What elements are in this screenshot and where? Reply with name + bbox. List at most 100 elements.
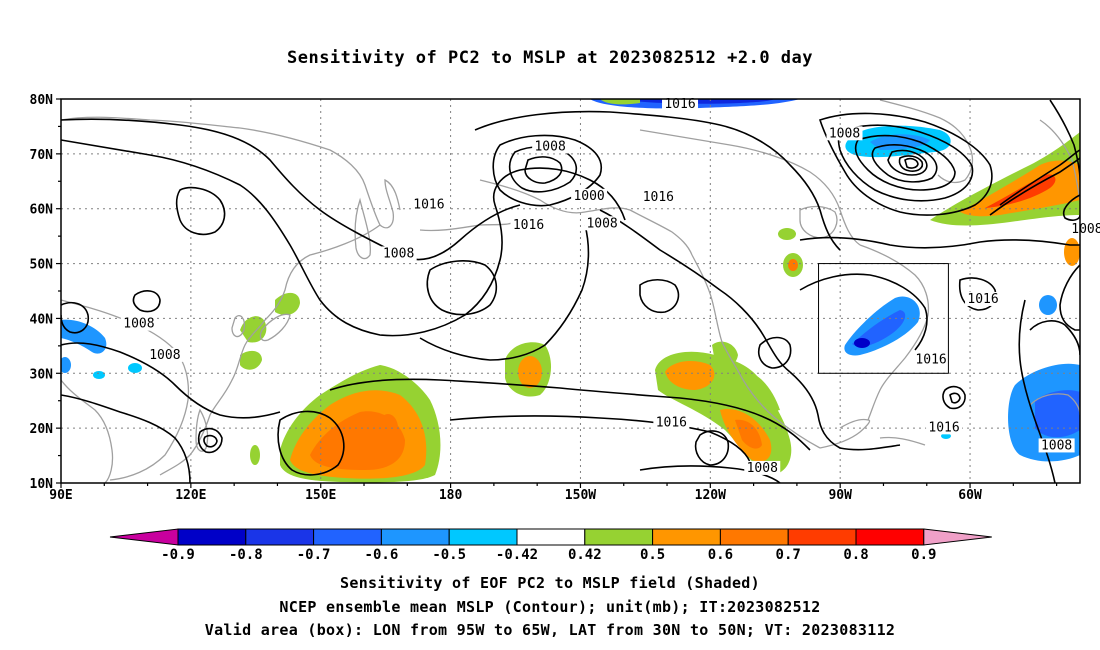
contour-line (789, 371, 901, 451)
contour-line (1018, 299, 1056, 483)
coast-greenland (879, 99, 974, 184)
coast-indochina (61, 379, 114, 483)
shade-pos-patch-c (1064, 238, 1080, 266)
lon-label: 150W (565, 488, 596, 503)
contour-label: 1008 (534, 139, 565, 154)
contour-line (799, 236, 1080, 249)
contour-line (639, 278, 680, 314)
lon-label: 120W (695, 488, 726, 503)
colorbar-segment (787, 528, 857, 546)
coast-nam-arctic (639, 129, 861, 246)
shade-neg-asia-c (128, 363, 142, 373)
contour-line (757, 336, 792, 369)
contour-line (61, 139, 626, 337)
contour-line (599, 209, 791, 373)
contour-line (942, 385, 966, 410)
colorbar-label: -0.5 (432, 547, 466, 563)
contour-line (837, 124, 974, 202)
contour-line (61, 301, 90, 334)
contour-line (426, 260, 498, 316)
lat-label: 70N (30, 148, 54, 163)
contour-label-bg (653, 415, 690, 430)
colorbar-label: -0.8 (229, 547, 263, 563)
contour-line (203, 434, 218, 448)
shade-pos-japan-c (240, 350, 262, 370)
coastlines (61, 99, 1080, 483)
contour-label-bg (965, 291, 1002, 306)
lat-label: 20N (30, 422, 54, 437)
contour-label: 1008 (383, 246, 414, 261)
contour-line (419, 224, 590, 361)
contour-label-bg (744, 460, 781, 475)
colorbar-triangle-low (109, 528, 179, 546)
lon-label: 180 (439, 488, 463, 503)
caption-shading: Sensitivity of EOF PC2 to MSLP field (Sh… (340, 574, 760, 592)
contour-line (871, 143, 938, 183)
colorbar-segment (652, 528, 721, 546)
colorbar-label: 0.5 (640, 547, 665, 563)
latitude-labels: 80N 70N 60N 50N 40N 30N 20N 10N (30, 93, 54, 492)
coast-africa (1029, 393, 1080, 416)
contour-label: 1008 (1071, 222, 1100, 237)
lon-label: 90E (49, 488, 72, 503)
colorbar-triangle-high (923, 528, 992, 546)
coast-alaska (479, 179, 693, 256)
colorbar-segment (584, 528, 654, 546)
figure-title: Sensitivity of PC2 to MSLP at 2023082512… (286, 48, 813, 68)
shade-pos-cpac-core (518, 356, 542, 388)
contour-label: 1000 (573, 189, 604, 204)
shade-pos-wpac-core (378, 414, 398, 442)
coast-cuba (879, 436, 926, 446)
contour-label: 1008 (1041, 438, 1072, 453)
mslp-contours (61, 99, 1080, 483)
contour-label-bg (584, 216, 621, 231)
colorbar-segment (313, 528, 382, 546)
contour-label: 1016 (967, 292, 998, 307)
coast-sea-asia (61, 299, 190, 481)
contour-line (949, 392, 961, 404)
colorbar-segment (855, 528, 925, 546)
contour-label-bg (1038, 438, 1075, 453)
contour-label: 1016 (413, 198, 444, 213)
colorbar-segment (516, 528, 586, 546)
lat-label: 50N (30, 258, 54, 273)
shade-pos-mex-strip (755, 375, 780, 412)
contour-line (898, 155, 924, 172)
contour-line (61, 342, 281, 419)
lat-label: 60N (30, 203, 54, 218)
colorbar-label: -0.7 (297, 547, 331, 563)
shade-pos-patch-b (778, 228, 796, 240)
contour-label: 1008 (123, 317, 154, 332)
contour-labels: 1016100810009921016100810161000100810161… (120, 97, 1100, 476)
shade-neg-eastatl-inner (1035, 390, 1080, 438)
shade-neg-asia (61, 319, 107, 354)
coast-gulf (819, 418, 871, 449)
coast-asia-north (61, 116, 401, 229)
contour-label: 1016 (643, 190, 674, 205)
contour-line (799, 273, 928, 351)
colorbar-segment (719, 528, 789, 546)
colorbar-label: 0.9 (911, 547, 936, 563)
contour-label: 1016 (656, 415, 687, 430)
caption-valid-area: Valid area (box): LON from 95W to 65W, L… (204, 621, 896, 639)
contour-label-bg (1068, 221, 1100, 236)
colorbar: -0.9 -0.8 -0.7 -0.6 -0.5 -0.42 0.42 0.5 0.6 0.7 0.… (109, 528, 992, 563)
lon-label: 150E (305, 488, 336, 503)
contour-line (277, 410, 345, 476)
contour-line (818, 112, 993, 216)
shade-neg-patch-e (941, 433, 951, 439)
coast-kamchatka (354, 197, 371, 260)
shade-neg-useast-core (854, 338, 870, 348)
contour-line (61, 118, 521, 261)
contour-line (887, 149, 928, 176)
contour-label: 1008 (829, 126, 860, 141)
colorbar-label: 0.6 (708, 547, 733, 563)
contour-line (61, 394, 191, 483)
contour-line (694, 430, 730, 466)
contour-label-bg (532, 139, 569, 154)
colorbar-label: 0.8 (843, 547, 868, 563)
contour-label: 1016 (664, 97, 695, 112)
coast-nam-east (859, 244, 930, 421)
valid-area-box (818, 263, 949, 374)
